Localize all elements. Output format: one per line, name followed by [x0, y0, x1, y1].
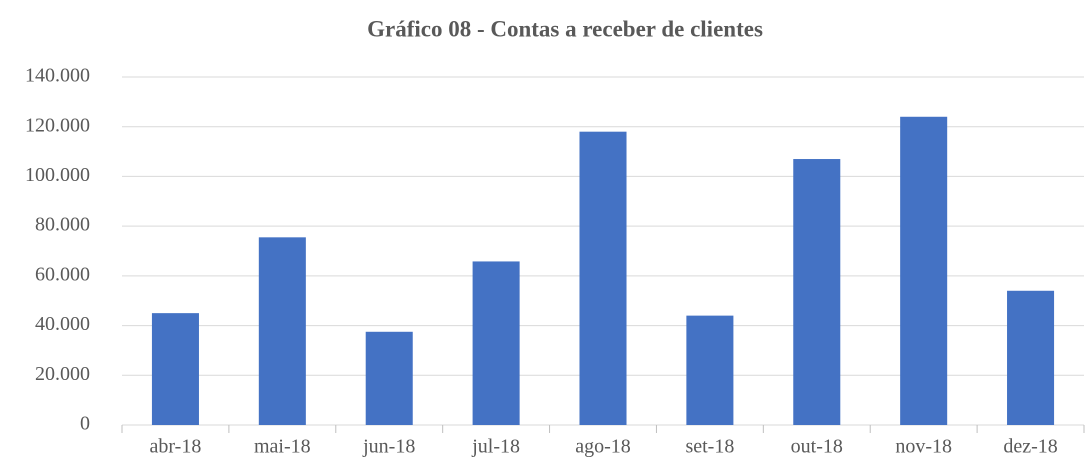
x-tick-label: abr-18	[150, 436, 202, 458]
y-tick-label: 120.000	[25, 114, 90, 136]
x-tick-label: ago-18	[575, 436, 631, 458]
x-tick-label: dez-18	[1003, 436, 1057, 458]
bar	[579, 131, 627, 425]
x-tick-label: set-18	[685, 436, 734, 458]
bar	[686, 315, 734, 425]
bar	[365, 331, 413, 425]
y-tick-label: 100.000	[25, 164, 90, 186]
bar	[900, 116, 948, 426]
bar	[151, 313, 199, 425]
y-tick-label: 140.000	[25, 65, 90, 87]
bar	[793, 159, 841, 425]
x-tick-label: jun-18	[362, 436, 415, 458]
x-tick-label: out-18	[791, 436, 843, 458]
x-tick-label: mai-18	[254, 436, 311, 458]
chart-title: Gráfico 08 - Contas a receber de cliente…	[367, 16, 763, 41]
bar	[472, 261, 520, 425]
y-tick-label: 40.000	[35, 313, 90, 335]
y-tick-label: 0	[80, 413, 90, 435]
y-tick-label: 80.000	[35, 214, 90, 236]
bar	[258, 237, 306, 425]
y-tick-label: 60.000	[35, 263, 90, 285]
x-tick-label: jul-18	[471, 436, 520, 458]
x-tick-label: nov-18	[895, 436, 952, 458]
y-tick-label: 20.000	[35, 363, 90, 385]
bar	[1007, 290, 1055, 425]
